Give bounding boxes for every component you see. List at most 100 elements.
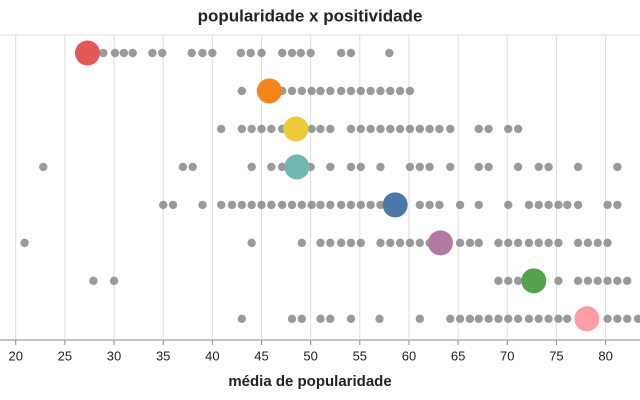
data-point [336,48,346,58]
data-point [504,124,513,134]
data-point [346,314,356,324]
data-point [534,238,543,248]
data-point [504,238,513,248]
data-point [316,124,325,134]
data-point [573,238,583,248]
data-point [326,314,335,324]
data-point [356,200,365,210]
mean-marker [574,306,600,332]
x-tick-label: 30 [107,348,121,363]
data-point [415,314,424,324]
data-point [623,314,632,324]
data-point [474,124,483,134]
data-point [425,124,434,134]
data-point [583,276,593,286]
x-tick-label: 25 [58,348,72,363]
data-point [336,238,346,248]
data-point [326,124,335,134]
chart-title: popularidade x positividade [198,6,423,25]
x-tick-label: 20 [8,348,22,363]
data-point [613,276,622,286]
data-point [20,238,29,248]
mean-marker [382,192,408,218]
data-point [227,200,237,210]
data-point [465,238,475,248]
data-point [435,200,444,210]
x-tick-label: 35 [156,348,170,363]
data-point [554,314,563,324]
mean-marker [74,40,100,66]
x-tick-label: 80 [598,348,612,363]
data-point [307,124,316,134]
data-point [504,200,513,210]
mean-marker [283,116,309,142]
data-point [593,238,602,248]
data-point [613,314,622,324]
data-point [99,48,108,58]
data-point [415,200,424,210]
data-point [513,124,523,134]
data-point [513,314,523,324]
data-point [395,86,405,96]
data-point [237,124,247,134]
data-point [277,48,287,58]
data-point [474,238,483,248]
data-point [484,124,493,134]
x-tick-label: 50 [303,348,317,363]
x-tick-label: 65 [451,348,465,363]
data-point [267,200,276,210]
data-point [326,162,335,172]
data-point [356,238,365,248]
data-point [385,48,394,58]
data-point [247,238,256,248]
data-point [415,124,424,134]
data-point [524,314,534,324]
data-point [513,162,523,172]
data-point [89,276,98,286]
data-point [287,48,297,58]
x-tick-label: 45 [254,348,268,363]
x-tick-label: 55 [353,348,367,363]
data-point [484,162,493,172]
mean-marker [284,154,310,180]
data-point [474,162,483,172]
mean-marker [256,78,282,104]
data-point [316,200,325,210]
data-point [375,314,384,324]
data-point [573,276,583,286]
data-point [39,162,48,172]
data-point [376,86,385,96]
data-point [513,276,523,286]
data-point [346,238,356,248]
data-point [109,276,119,286]
data-point [613,200,622,210]
data-point [554,276,563,286]
data-point [395,238,405,248]
data-point [237,86,247,96]
data-point [633,314,640,324]
data-point [216,200,226,210]
data-point [494,238,503,248]
data-point [573,200,583,210]
data-point [277,162,287,172]
data-point [216,124,226,134]
data-point [346,124,356,134]
data-point [356,86,365,96]
mean-marker [521,268,547,294]
data-point [376,238,385,248]
data-point [336,200,346,210]
data-point [346,200,356,210]
data-point [425,200,434,210]
data-point [504,276,513,286]
data-point [446,124,455,134]
data-point [287,314,297,324]
data-point [446,314,455,324]
data-point [494,314,503,324]
data-point [247,124,256,134]
data-point [198,48,207,58]
data-point [326,238,335,248]
data-point [544,162,553,172]
data-point [158,48,167,58]
data-point [236,48,246,58]
